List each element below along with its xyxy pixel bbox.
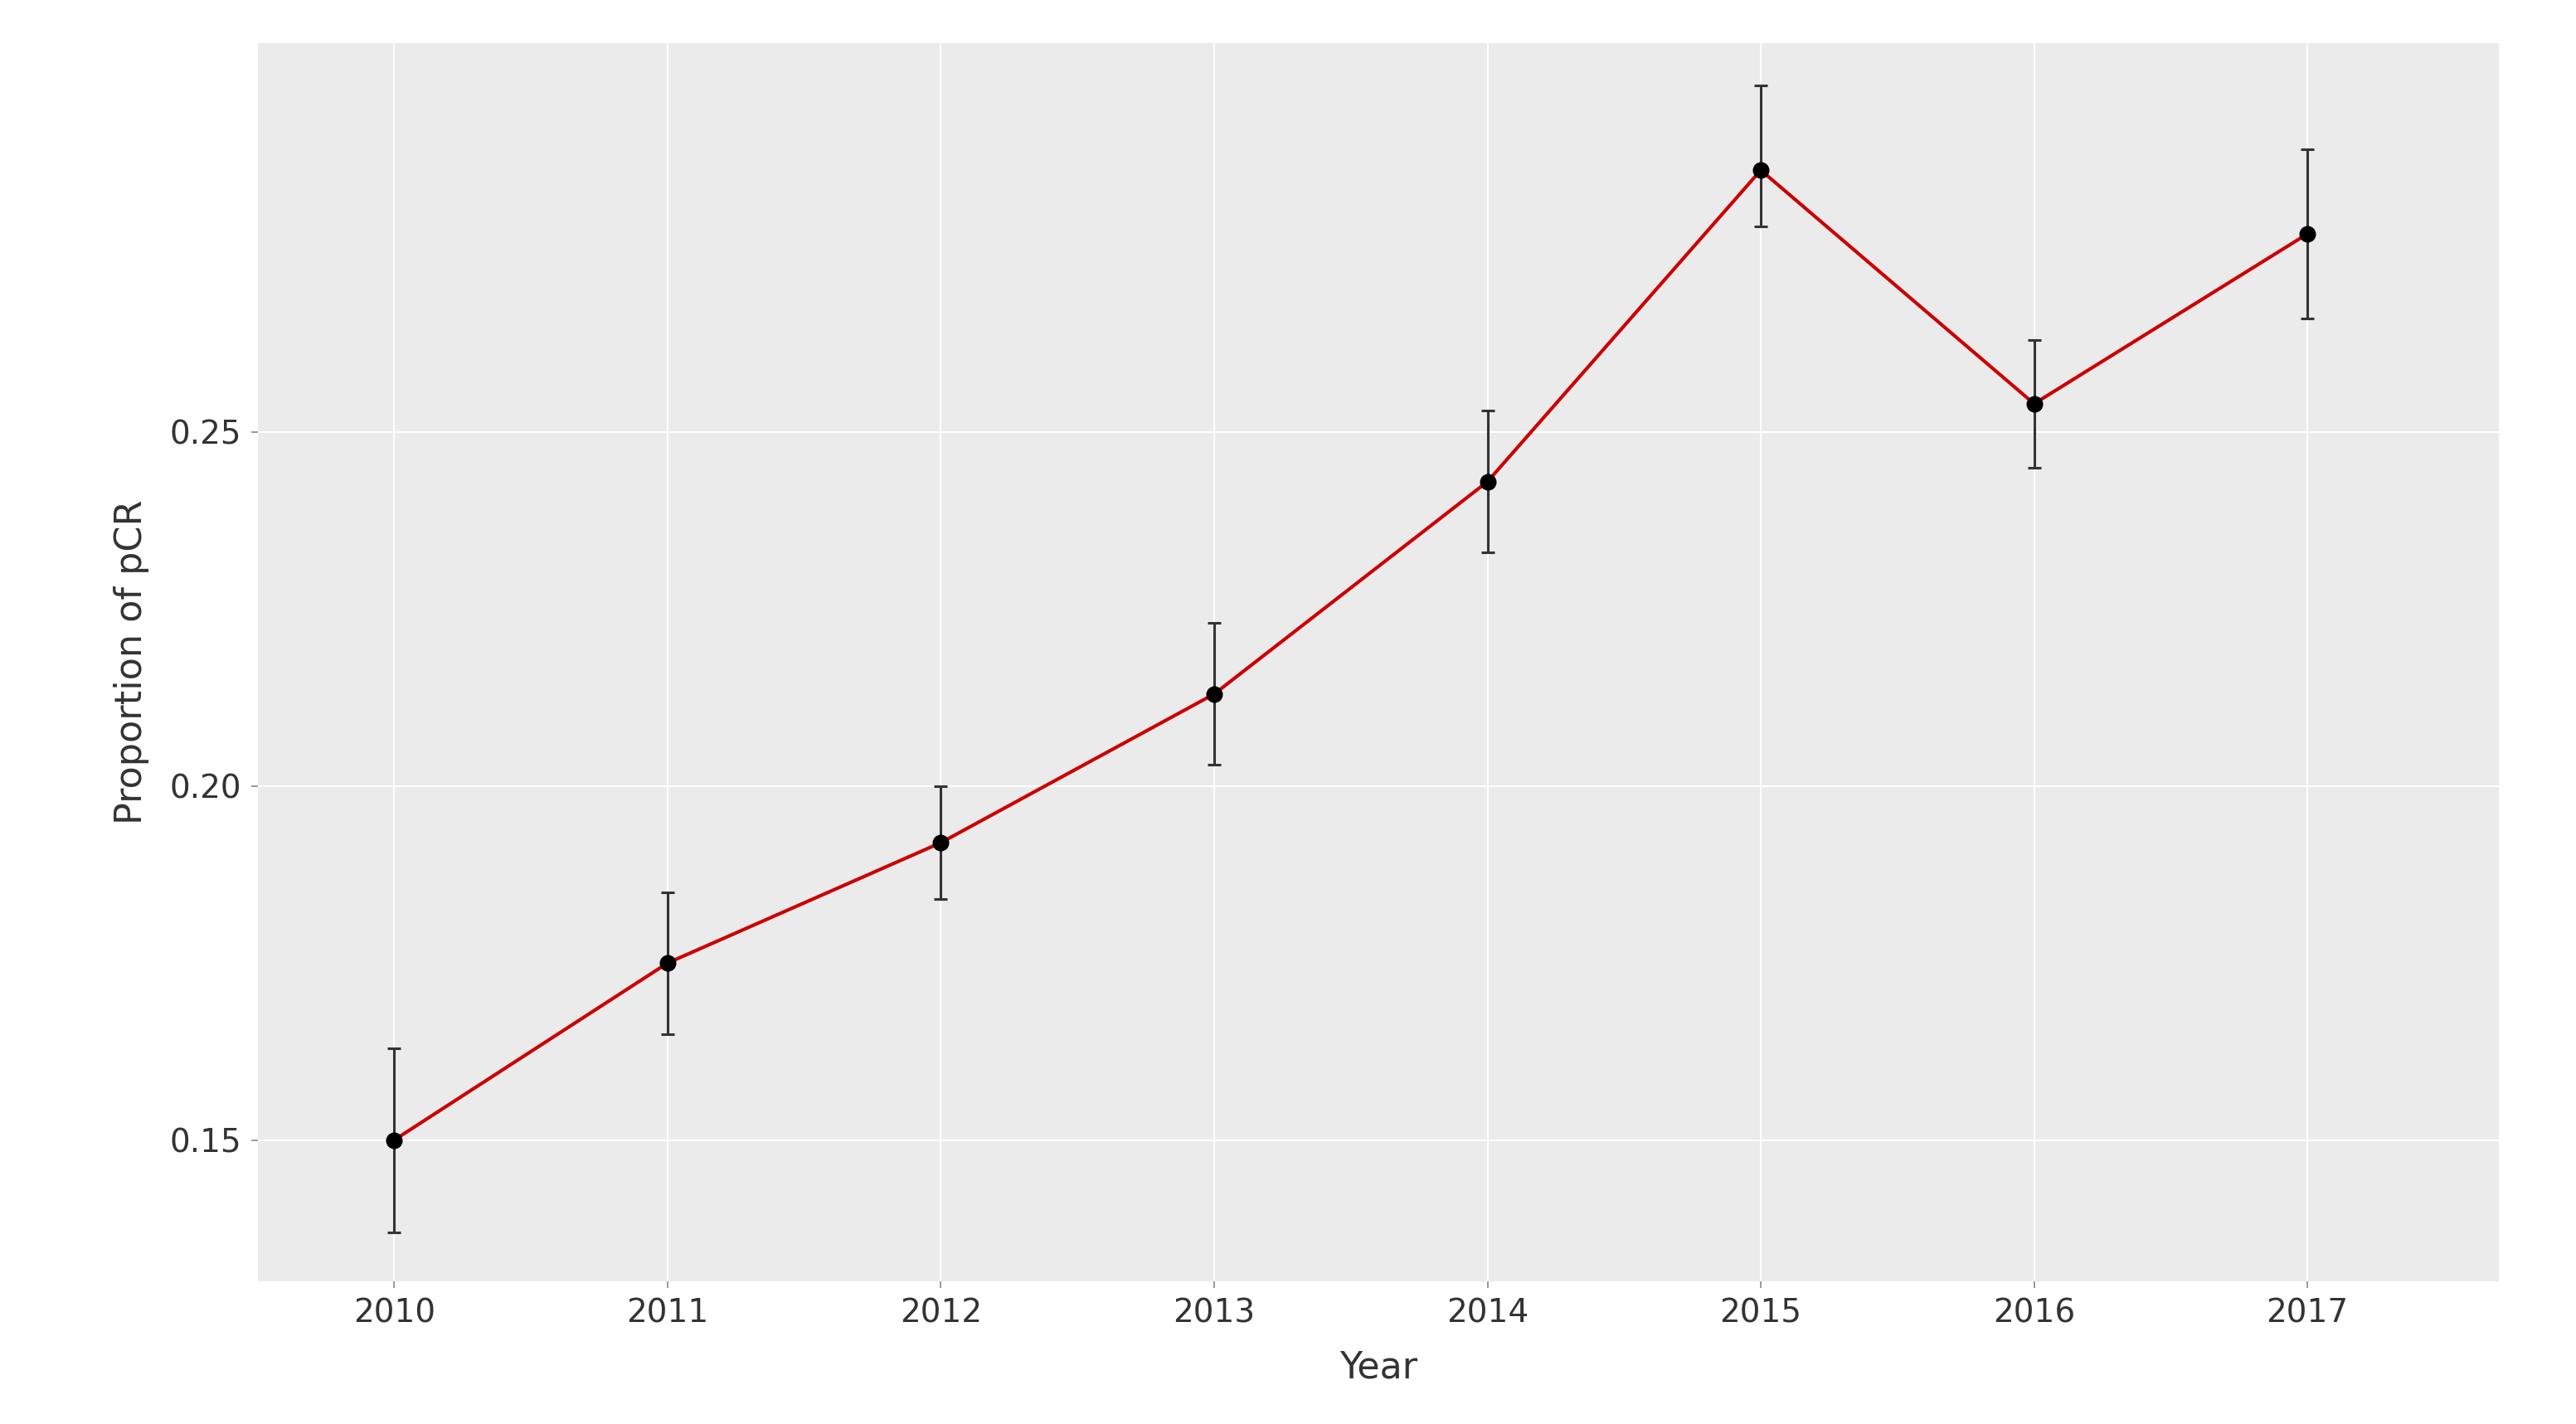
Point bbox=[1741, 158, 1783, 181]
X-axis label: Year: Year bbox=[1340, 1350, 1417, 1386]
Point bbox=[920, 832, 961, 854]
Point bbox=[647, 951, 688, 974]
Point bbox=[374, 1129, 415, 1152]
Y-axis label: Proportion of pCR: Proportion of pCR bbox=[113, 500, 149, 824]
Point bbox=[1193, 682, 1234, 705]
Point bbox=[2287, 222, 2329, 245]
Point bbox=[1466, 470, 1507, 493]
Point bbox=[2014, 393, 2056, 416]
